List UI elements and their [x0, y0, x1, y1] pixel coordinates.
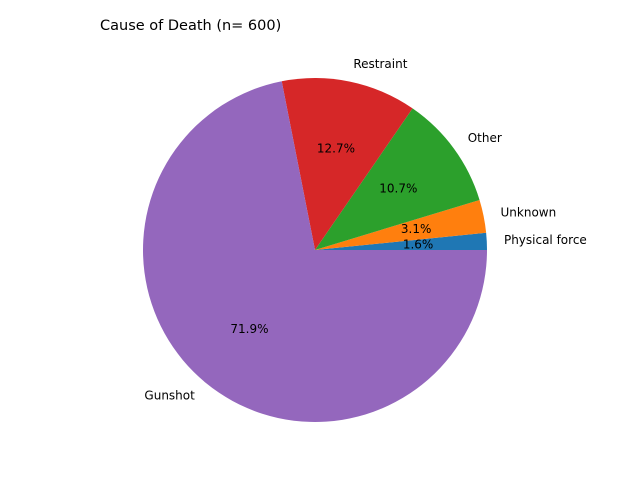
pie-slice-unknown [315, 199, 487, 250]
slice-labels: Physical force Unknown Other Restraint Gunsh… [144, 57, 586, 402]
chart-title: Cause of Death (n= 600) [100, 18, 281, 34]
slice-label-unknown: Unknown [501, 205, 557, 219]
slice-label-restraint: Restraint [353, 57, 407, 71]
percent-labels: 1.6%3.1% 10.7% 12.7% 71.9% [230, 141, 433, 336]
percent-label-restraint: 12.7% [317, 141, 355, 155]
slice-label-other: Other [468, 131, 502, 145]
percent-label-other: 10.7% [379, 182, 417, 196]
percent-label-gunshot: 71.9% [230, 322, 268, 336]
slice-label-gunshot: Gunshot [144, 389, 195, 403]
pie-slices [142, 78, 487, 422]
slice-label-physical-force: Physical force [504, 233, 587, 247]
pie-slice-other [315, 108, 480, 251]
pie-slice-physical-force [315, 232, 487, 250]
percent-label-unknown: 3.1% [401, 222, 432, 236]
pie-slice-restraint [281, 78, 413, 250]
pie-slice-gunshot [142, 81, 487, 422]
percent-label-physical-force: 1.6% [403, 237, 434, 251]
